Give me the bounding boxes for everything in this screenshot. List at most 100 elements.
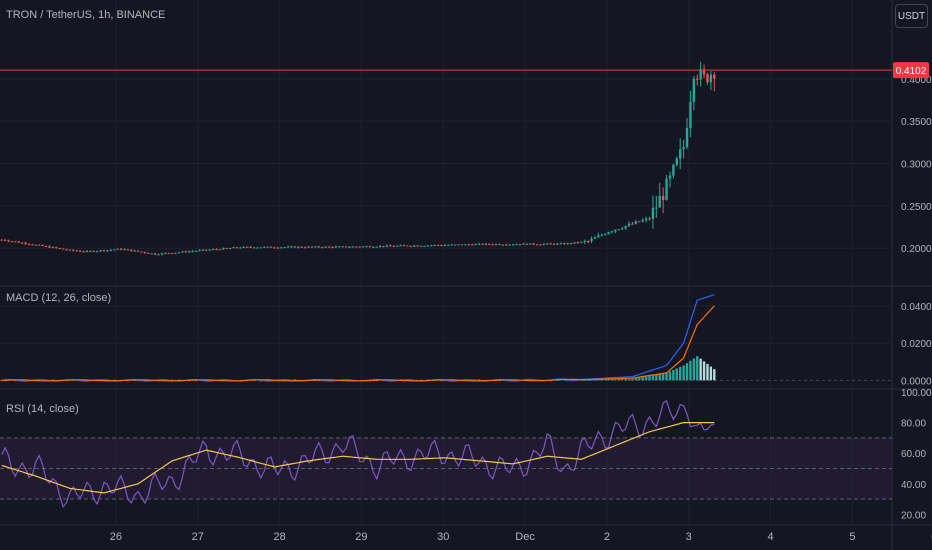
macd-histogram-bar <box>177 379 181 381</box>
candle <box>484 243 488 245</box>
x-tick-label: Dec <box>515 531 535 543</box>
candle <box>102 250 106 252</box>
candle <box>157 254 160 256</box>
macd-histogram-bar <box>603 379 607 381</box>
rsi-pane <box>0 400 892 508</box>
candle <box>522 243 525 245</box>
macd-histogram-bar <box>658 374 661 381</box>
candle <box>235 247 239 249</box>
current-price-badge <box>893 62 929 79</box>
candle <box>92 250 95 252</box>
candle <box>563 243 566 245</box>
candle <box>546 243 549 245</box>
candle <box>685 127 689 148</box>
rsi-title: RSI (14, close) <box>6 403 79 415</box>
candle <box>549 243 552 245</box>
macd-histogram-bar <box>297 379 300 381</box>
candle <box>672 164 675 176</box>
candle <box>273 247 276 249</box>
macd-histogram-bar <box>682 365 685 381</box>
macd-histogram-bar <box>569 380 573 382</box>
candle <box>494 244 498 246</box>
candle <box>174 252 177 254</box>
currency-button[interactable]: USDT <box>895 4 928 28</box>
candle <box>440 245 443 247</box>
candle <box>191 251 194 253</box>
candle <box>327 246 331 248</box>
candle <box>3 239 7 241</box>
candle <box>556 243 559 245</box>
candle <box>119 248 123 250</box>
candle <box>283 247 286 249</box>
x-tick-label: 29 <box>355 531 367 543</box>
candle <box>44 245 48 247</box>
candle <box>392 245 395 247</box>
candle <box>576 242 580 244</box>
candle <box>14 241 17 243</box>
candle <box>375 246 378 248</box>
candle <box>170 253 174 255</box>
macd-tick-label: 0.0400 <box>901 302 932 313</box>
macd-histogram-bar <box>696 356 699 381</box>
candle <box>358 246 361 248</box>
macd-histogram-bar <box>136 380 140 382</box>
macd-histogram-bar <box>498 380 501 382</box>
candle <box>396 245 399 247</box>
candle <box>447 244 450 246</box>
candle <box>402 245 406 247</box>
macd-histogram-bar <box>631 378 634 381</box>
macd-histogram-bar <box>126 380 130 382</box>
macd-histogram-bar <box>293 379 297 381</box>
candle <box>355 246 358 248</box>
candle <box>631 223 634 225</box>
candle <box>198 250 201 252</box>
candle <box>113 249 116 251</box>
candle <box>130 249 133 252</box>
macd-histogram-bar <box>614 379 617 381</box>
macd-histogram-bar <box>113 379 116 381</box>
price-pane <box>0 61 892 256</box>
candle <box>181 251 184 253</box>
candle <box>314 246 317 248</box>
x-tick-label: 28 <box>273 531 285 543</box>
candle <box>617 229 621 231</box>
candle <box>638 221 641 223</box>
candle <box>409 245 413 247</box>
candle <box>126 249 130 251</box>
candle <box>655 207 658 209</box>
candle <box>123 249 126 251</box>
candle <box>276 247 280 249</box>
candle <box>109 249 113 251</box>
candle <box>573 242 576 244</box>
macd-histogram-bar <box>624 379 627 381</box>
candle <box>232 247 235 249</box>
candle <box>477 243 481 245</box>
macd-histogram-bar <box>65 380 68 382</box>
candle <box>184 251 188 253</box>
rsi-ma-line <box>1 422 715 494</box>
candle <box>68 249 72 251</box>
candle <box>372 246 375 248</box>
candle <box>24 242 27 244</box>
macd-histogram-bar <box>644 376 648 381</box>
candle <box>82 251 85 253</box>
macd-histogram-bar <box>679 366 682 381</box>
candle <box>290 246 293 248</box>
candle <box>38 244 41 246</box>
candle <box>228 248 232 250</box>
candle <box>51 247 55 249</box>
candle <box>593 237 597 239</box>
candle <box>65 249 68 251</box>
candle <box>460 244 464 246</box>
price-tick-label: 0.3000 <box>901 159 932 170</box>
current-price-label: 0.4102 <box>896 66 927 77</box>
candle <box>208 249 211 251</box>
candle <box>610 231 614 233</box>
macd-histogram-bar <box>597 379 600 381</box>
candle <box>10 241 14 243</box>
macd-histogram-bar <box>675 368 678 381</box>
x-tick-label: 3 <box>686 531 692 543</box>
candle <box>177 252 181 254</box>
